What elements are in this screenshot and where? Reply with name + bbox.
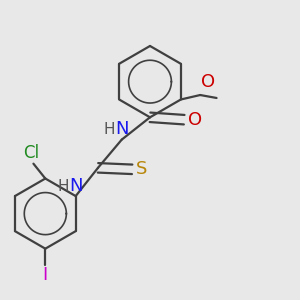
Text: I: I (43, 266, 48, 284)
Text: O: O (201, 74, 215, 92)
Text: H: H (103, 122, 115, 137)
Text: H: H (58, 179, 69, 194)
Text: S: S (136, 160, 148, 178)
Text: N: N (115, 120, 128, 138)
Text: O: O (188, 111, 203, 129)
Text: N: N (69, 178, 82, 196)
Text: Cl: Cl (23, 144, 39, 162)
